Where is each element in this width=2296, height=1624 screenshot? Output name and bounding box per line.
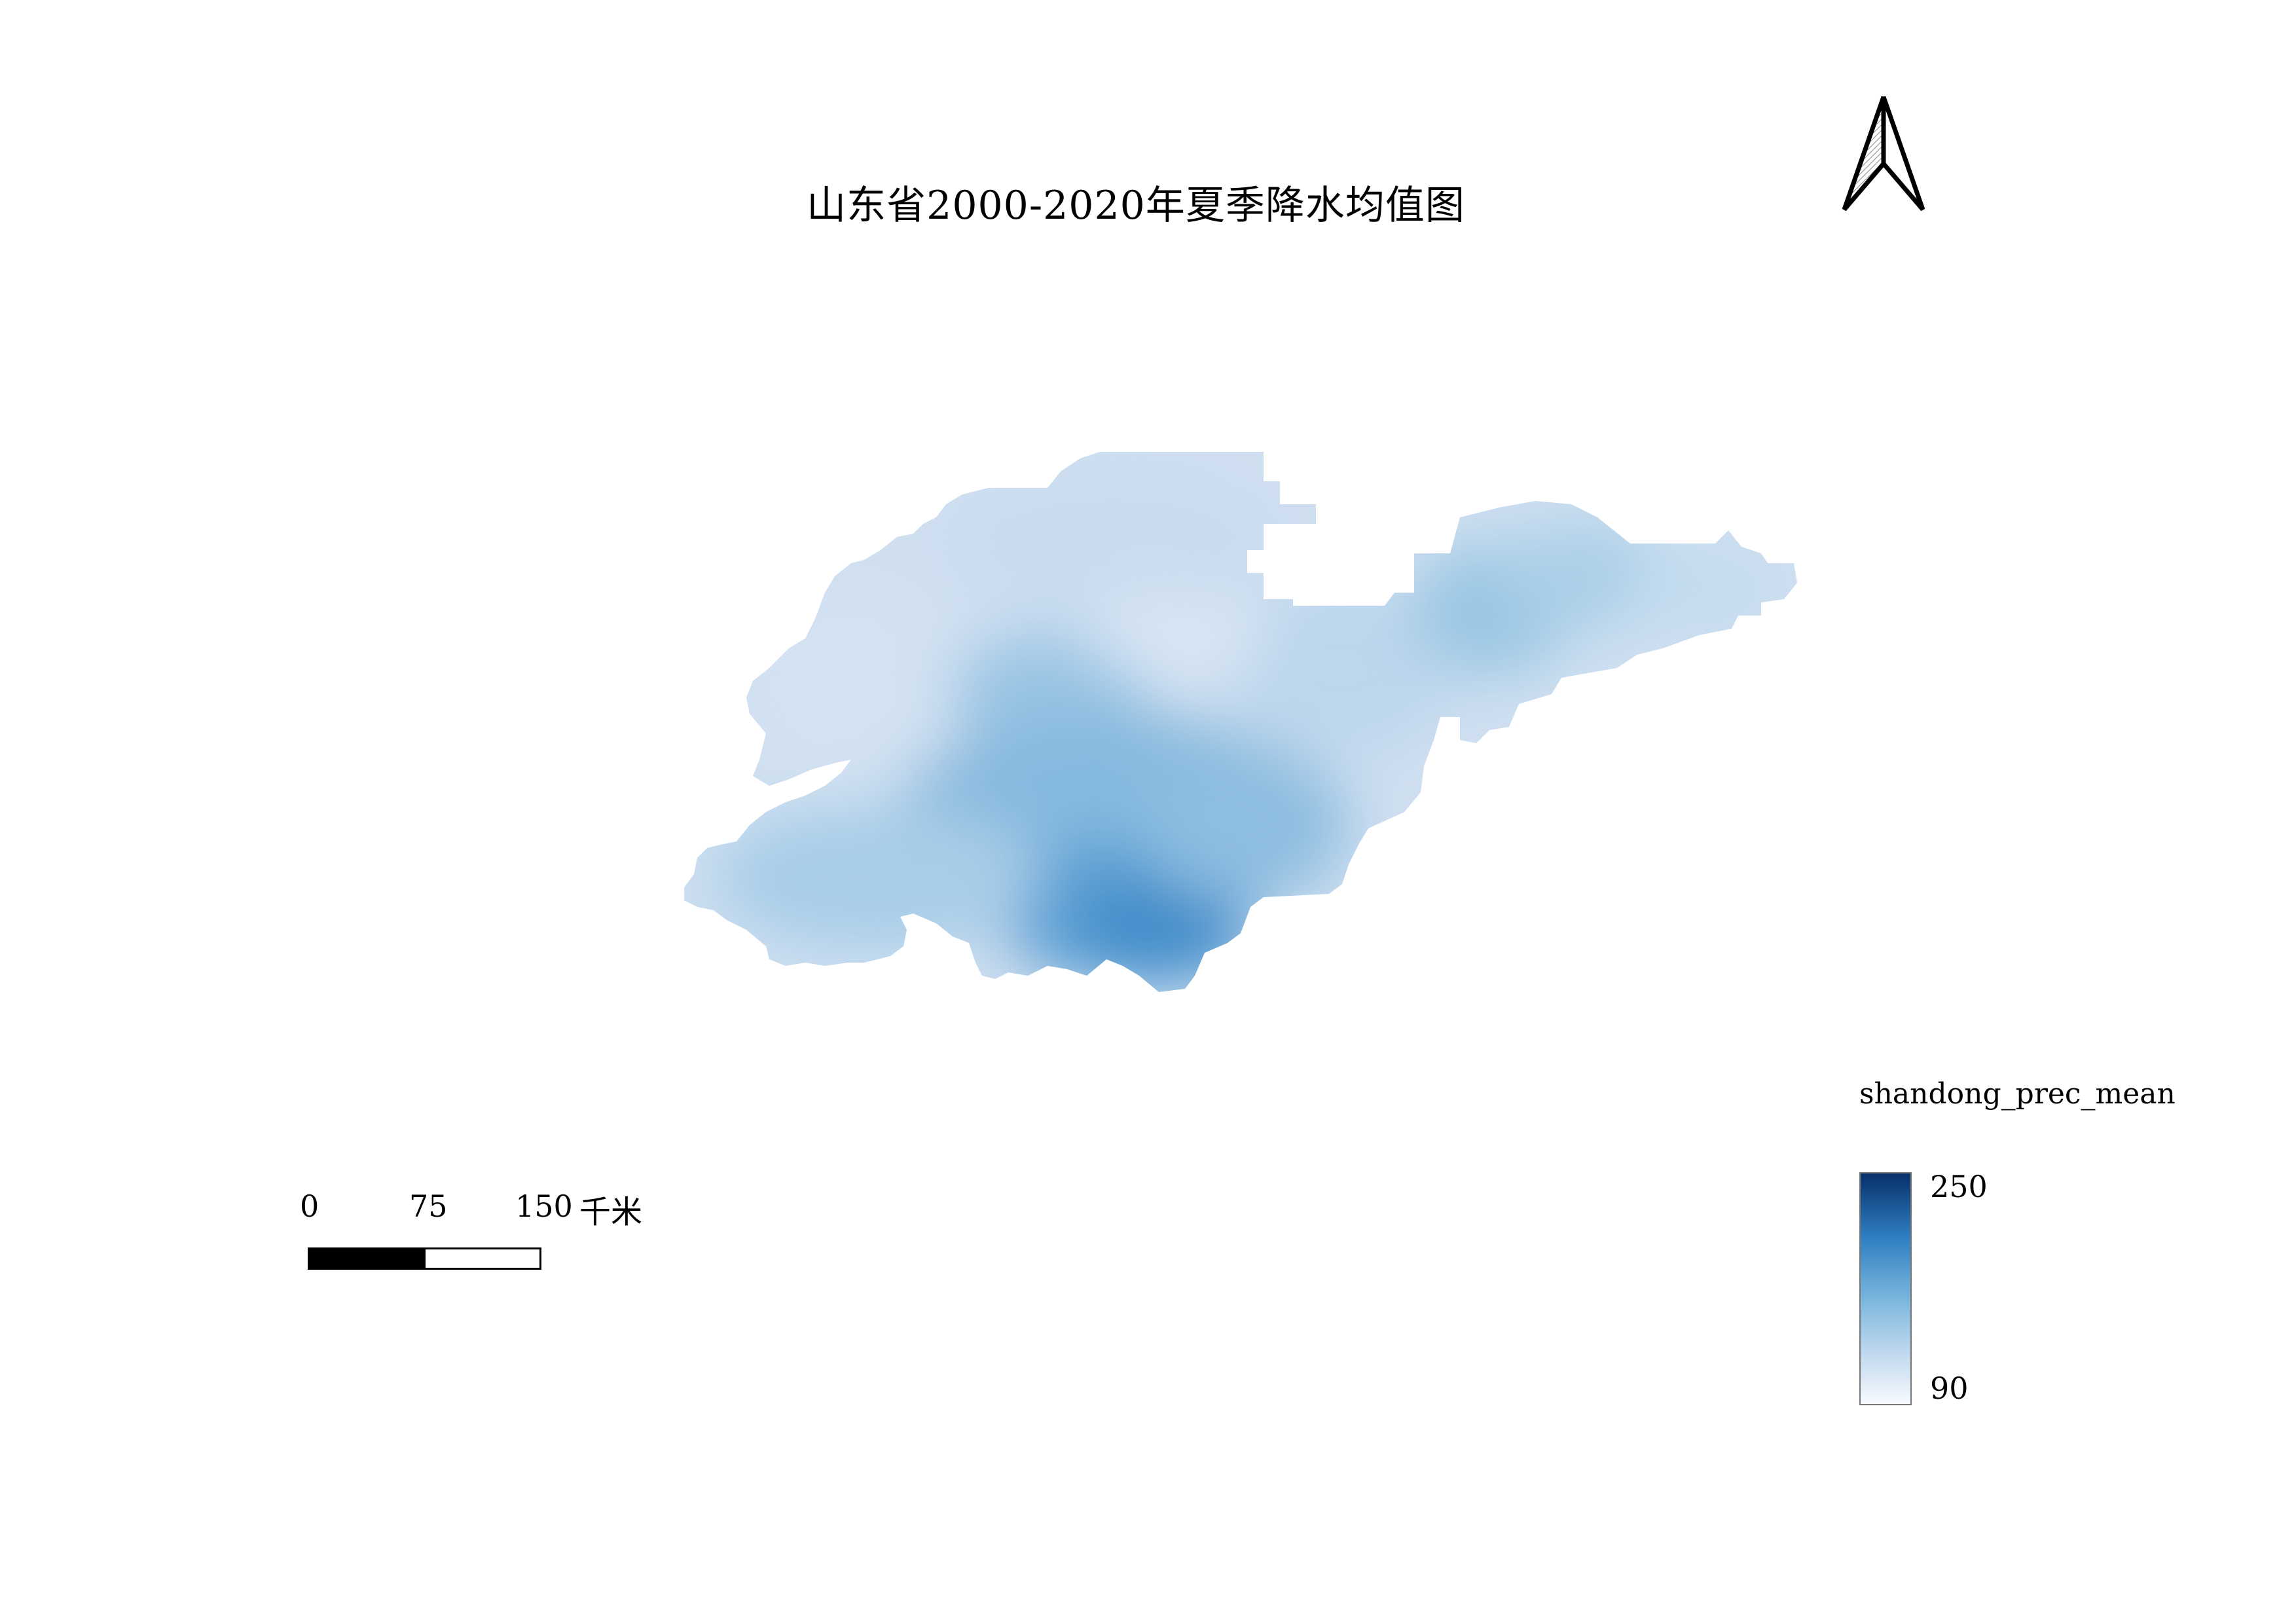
- legend-color-ramp: [1859, 1172, 1912, 1405]
- scale-tick-75: 75: [409, 1189, 448, 1224]
- scale-segment-white: [424, 1247, 541, 1270]
- scale-bar: 0 75 150 千米: [288, 1189, 746, 1287]
- legend-max-label: 250: [1930, 1169, 1988, 1204]
- legend-min-label: 90: [1930, 1371, 1969, 1406]
- north-arrow-icon: [1842, 96, 1925, 212]
- scale-unit: 千米: [579, 1194, 643, 1230]
- legend-title: shandong_prec_mean: [1859, 1077, 2176, 1111]
- raster-surface: [684, 452, 1797, 992]
- scale-tick-150: 150: [515, 1189, 573, 1224]
- map-title: 山东省2000-2020年夏季降水均值图: [807, 183, 1465, 229]
- legend: shandong_prec_mean 250 90: [1859, 1077, 2252, 1431]
- scale-segment-black: [308, 1247, 426, 1270]
- scale-tick-0: 0: [300, 1189, 319, 1224]
